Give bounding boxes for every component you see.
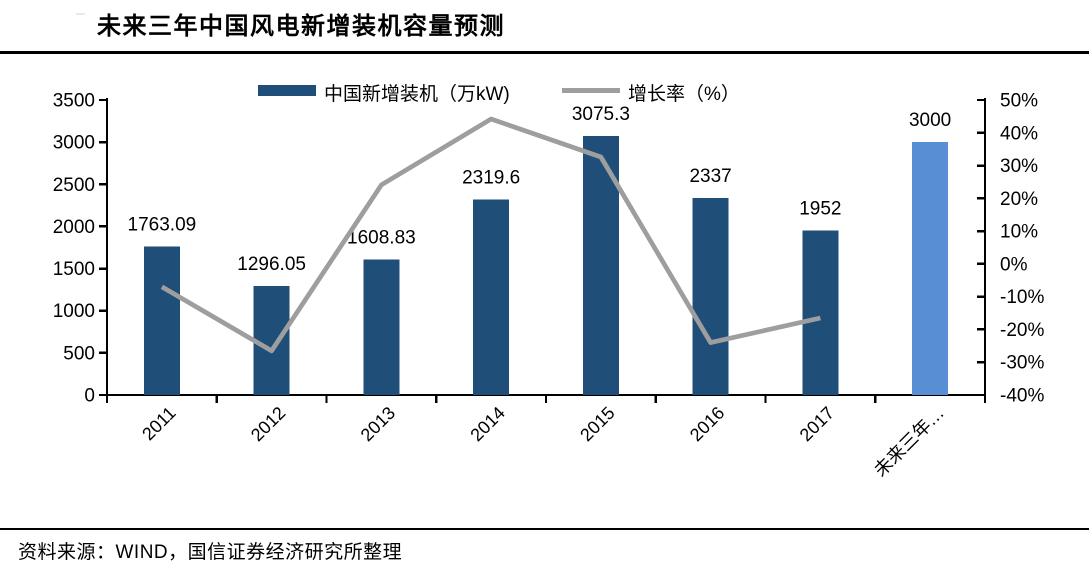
x-axis-category-label: 2011 bbox=[138, 403, 180, 445]
right-axis-tick-label: 20% bbox=[1000, 189, 1038, 210]
scan-artifact bbox=[76, 13, 85, 15]
line-series-swatch bbox=[562, 88, 620, 93]
bar-series-label: 中国新增装机（万kW) bbox=[324, 84, 510, 105]
x-axis-category-label: 2017 bbox=[796, 403, 838, 445]
left-axis-tick-label: 3000 bbox=[53, 133, 95, 154]
right-axis-tick-label: -10% bbox=[1000, 287, 1044, 308]
bar-value-label: 3075.3 bbox=[572, 104, 630, 125]
page-title: 未来三年中国风电新增装机容量预测 bbox=[97, 11, 505, 40]
left-axis-tick-label: 2000 bbox=[53, 217, 95, 238]
capacity-bar bbox=[692, 198, 729, 395]
bar-value-label: 1763.09 bbox=[128, 214, 197, 235]
capacity-bar bbox=[802, 230, 839, 395]
legend-item-bars: 中国新增装机（万kW) bbox=[258, 79, 510, 106]
bar-value-label: 1608.83 bbox=[347, 227, 416, 248]
growth-rate-line bbox=[160, 116, 821, 354]
capacity-bar bbox=[363, 259, 400, 395]
legend-item-line: 增长率（%） bbox=[562, 79, 740, 106]
footer-divider bbox=[0, 528, 1089, 531]
x-axis-category-label: 2015 bbox=[576, 403, 618, 445]
chart-legend: 中国新增装机（万kW) 增长率（%） bbox=[0, 79, 1089, 106]
x-axis-category-label: 2014 bbox=[466, 403, 508, 445]
left-axis-tick-label: 3500 bbox=[53, 91, 95, 112]
capacity-bar bbox=[473, 199, 510, 395]
capacity-bar bbox=[912, 142, 949, 395]
right-axis-tick-label: -30% bbox=[1000, 353, 1044, 374]
left-axis-tick-label: 2500 bbox=[53, 175, 95, 196]
bar-value-label: 1952 bbox=[799, 198, 841, 219]
x-axis-category-label: 2016 bbox=[686, 403, 728, 445]
right-axis-tick-label: 40% bbox=[1000, 123, 1038, 144]
bar-series-swatch bbox=[258, 85, 316, 96]
bar-value-label: 1296.05 bbox=[237, 254, 306, 275]
bar-value-label: 2319.6 bbox=[462, 167, 520, 188]
right-axis-tick-label: -40% bbox=[1000, 386, 1044, 407]
title-divider bbox=[0, 51, 1089, 54]
x-axis-category-label: 2013 bbox=[357, 403, 399, 445]
line-series-label: 增长率（%） bbox=[628, 84, 740, 105]
right-axis-tick-label: 10% bbox=[1000, 222, 1038, 243]
left-axis-tick-label: 500 bbox=[63, 343, 95, 364]
source-note: 资料来源：WIND，国信证券经济研究所整理 bbox=[18, 542, 403, 563]
right-axis-tick-label: 50% bbox=[1000, 91, 1038, 112]
right-axis-tick-label: -20% bbox=[1000, 320, 1044, 341]
left-axis-tick-label: 0 bbox=[84, 386, 95, 407]
bar-value-label: 3000 bbox=[909, 110, 951, 131]
left-axis-tick-label: 1500 bbox=[53, 259, 95, 280]
bar-value-label: 2337 bbox=[689, 166, 731, 187]
right-axis-tick-label: 30% bbox=[1000, 156, 1038, 177]
x-axis-category-label: 未来三年… bbox=[870, 403, 948, 481]
left-axis-tick-label: 1000 bbox=[53, 301, 95, 322]
capacity-bar bbox=[143, 246, 180, 395]
capacity-bar bbox=[253, 285, 290, 395]
right-axis-tick-label: 0% bbox=[1000, 254, 1028, 275]
x-axis-category-label: 2012 bbox=[247, 403, 289, 445]
